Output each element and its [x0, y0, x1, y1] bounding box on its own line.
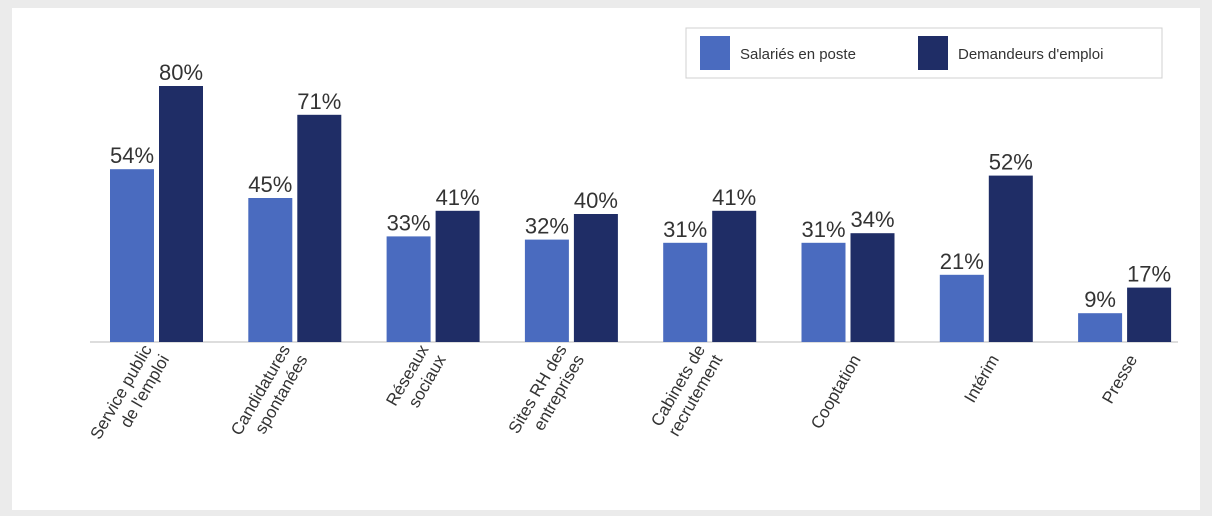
value-label: 21%	[940, 249, 984, 274]
bar	[159, 86, 203, 342]
value-label: 34%	[850, 207, 894, 232]
bar	[801, 242, 846, 342]
legend-swatch	[918, 36, 948, 70]
bar	[663, 242, 708, 342]
bar	[850, 233, 895, 342]
bar	[386, 236, 431, 342]
bar	[524, 239, 569, 342]
value-label: 45%	[248, 172, 292, 197]
value-label: 31%	[663, 217, 707, 242]
bar	[1078, 313, 1123, 342]
bar	[248, 198, 293, 342]
legend-label: Salariés en poste	[740, 46, 856, 63]
bar	[110, 169, 154, 342]
bar	[712, 210, 757, 342]
bar	[1127, 287, 1172, 342]
value-label: 31%	[801, 217, 845, 242]
value-label: 71%	[297, 89, 341, 114]
bar	[435, 210, 480, 342]
bar	[939, 274, 984, 342]
value-label: 52%	[989, 150, 1033, 175]
legend-swatch	[700, 36, 730, 70]
value-label: 54%	[110, 143, 154, 168]
legend-label: Demandeurs d'emploi	[958, 46, 1103, 63]
value-label: 17%	[1127, 262, 1171, 287]
bar	[573, 214, 618, 342]
value-label: 40%	[574, 188, 618, 213]
bar	[988, 175, 1033, 342]
value-label: 32%	[525, 214, 569, 239]
legend: Salariés en poste Demandeurs d'emploi	[685, 27, 1163, 79]
bar	[297, 114, 342, 342]
value-label: 80%	[159, 60, 203, 85]
value-label: 9%	[1084, 287, 1116, 312]
value-label: 41%	[436, 185, 480, 210]
value-label: 33%	[387, 210, 431, 235]
value-label: 41%	[712, 185, 756, 210]
